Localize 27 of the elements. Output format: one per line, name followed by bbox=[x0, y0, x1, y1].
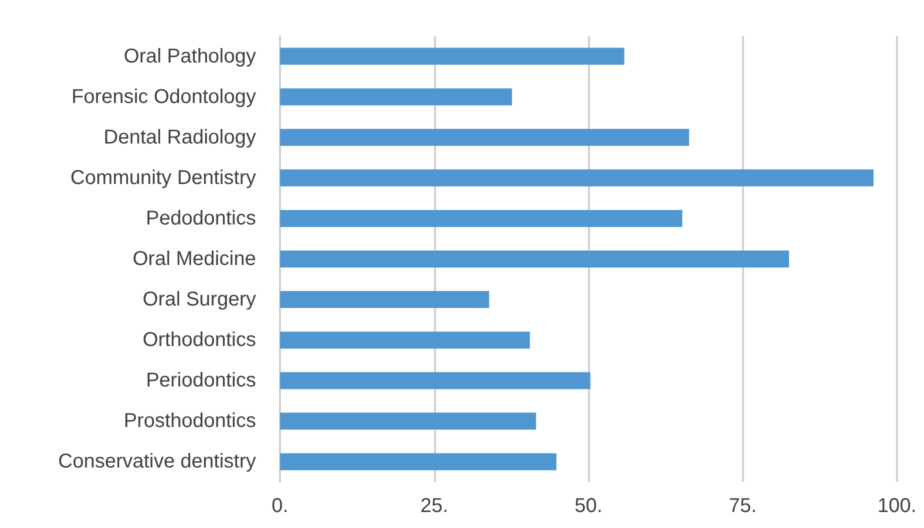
y-tick-label: Prosthodontics bbox=[124, 410, 256, 432]
x-tick-label: 0. bbox=[272, 495, 288, 517]
x-tick-label: 75. bbox=[728, 495, 757, 517]
bar bbox=[280, 250, 790, 268]
bar bbox=[280, 88, 512, 106]
bar bbox=[280, 412, 536, 430]
y-tick-label: Community Dentistry bbox=[70, 166, 256, 189]
bar bbox=[280, 291, 490, 308]
y-tick-label: Conservative dentistry bbox=[58, 450, 256, 473]
y-tick-label: Dental Radiology bbox=[104, 126, 256, 148]
bar bbox=[280, 372, 590, 390]
bar bbox=[280, 128, 690, 146]
y-tick-label: Oral Pathology bbox=[124, 45, 256, 68]
y-tick-label: Periodontics bbox=[146, 370, 256, 392]
bar bbox=[280, 210, 682, 227]
y-tick-label: Forensic Odontology bbox=[71, 86, 256, 108]
y-tick-label: Pedodontics bbox=[146, 207, 256, 230]
bar bbox=[280, 48, 624, 65]
x-tick-label: 100. bbox=[878, 495, 916, 517]
x-tick-label: 25. bbox=[420, 495, 448, 517]
x-tick-label: 50. bbox=[574, 495, 602, 517]
y-tick-label: Oral Surgery bbox=[142, 288, 256, 311]
bar bbox=[280, 332, 530, 349]
y-tick-label: Oral Medicine bbox=[132, 248, 256, 270]
bar bbox=[280, 169, 874, 186]
bar bbox=[280, 453, 556, 470]
y-tick-label: Orthodontics bbox=[142, 329, 256, 352]
